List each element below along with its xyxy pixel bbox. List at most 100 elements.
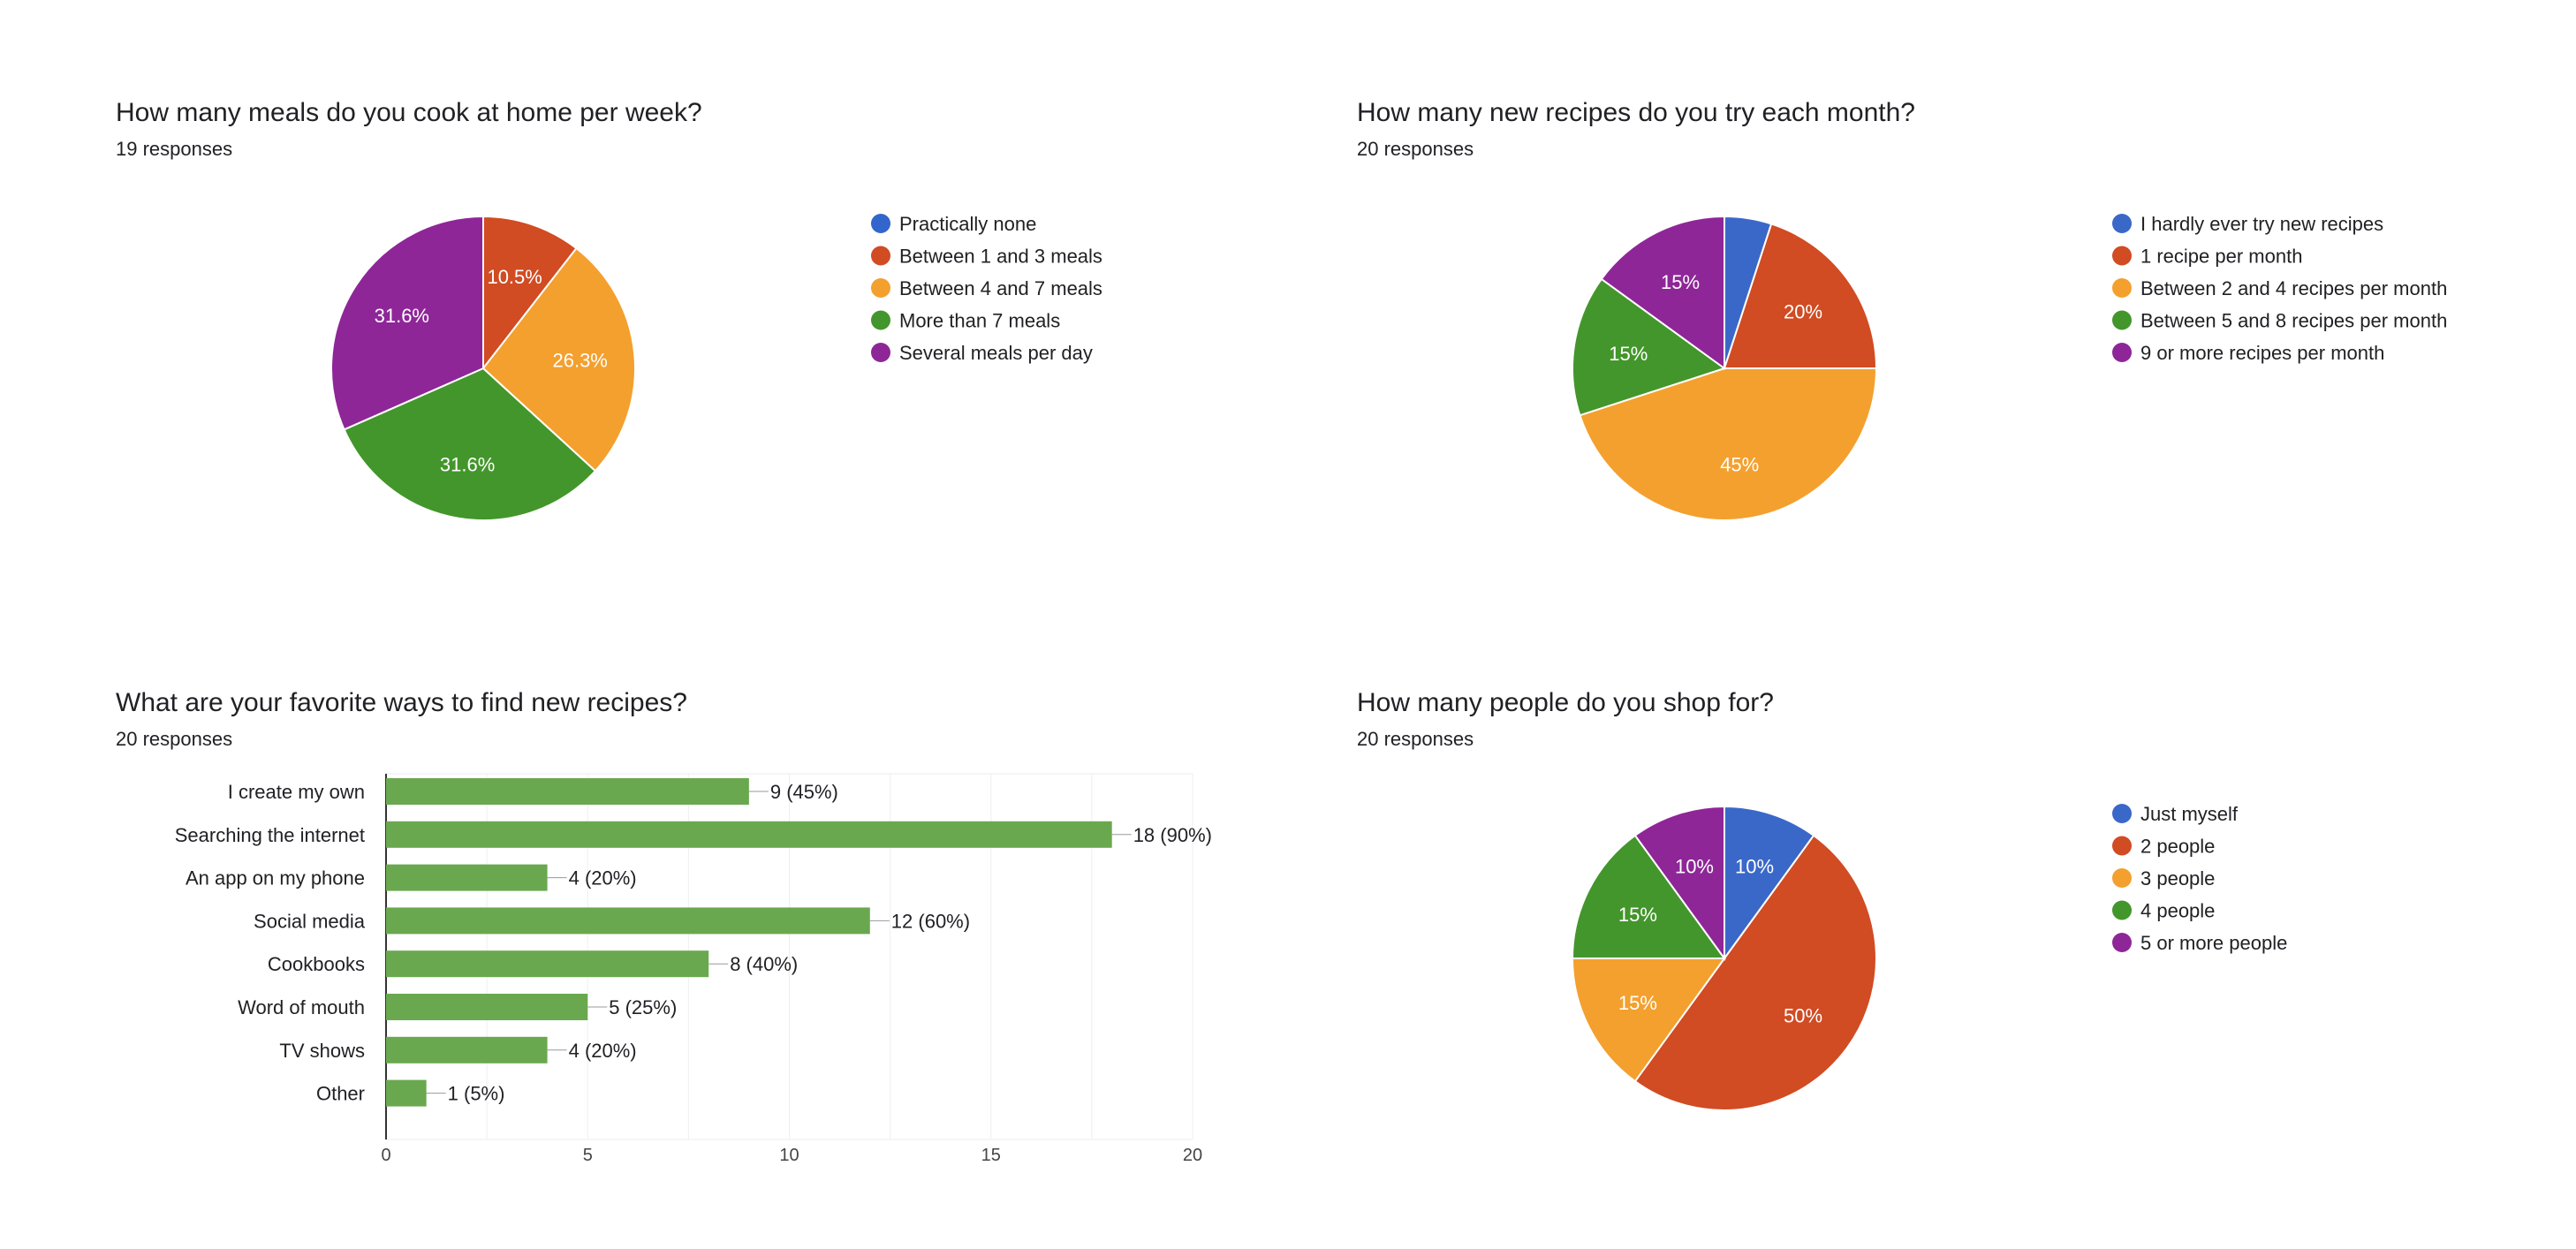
chart-panel-recipes: How many new recipes do you try each mon… xyxy=(1357,97,2541,592)
slice-label: 31.6% xyxy=(375,305,429,327)
legend-label: Just myself xyxy=(2140,803,2239,825)
slice-label: 15% xyxy=(1661,271,1700,293)
legend-swatch xyxy=(871,278,890,298)
slice-label: 15% xyxy=(1609,343,1648,365)
slice-label: 10.5% xyxy=(487,266,542,288)
bar xyxy=(386,950,709,978)
category-label: Word of mouth xyxy=(238,996,365,1018)
pie-slice xyxy=(1572,277,1727,417)
legend-label: Practically none xyxy=(899,213,1036,235)
legend-swatch xyxy=(2112,900,2132,920)
chart-panel-meals: How many meals do you cook at home per w… xyxy=(116,97,1264,592)
slice-label: 26.3% xyxy=(552,350,607,372)
legend-swatch xyxy=(2112,246,2132,266)
slice-label: 10% xyxy=(1735,855,1774,877)
chart-panel-ways: What are your favorite ways to find new … xyxy=(116,687,1264,1182)
slice-label: 20% xyxy=(1784,300,1822,322)
bar xyxy=(386,821,1112,848)
value-label: 9 (45%) xyxy=(770,781,838,803)
value-label: 12 (60%) xyxy=(891,910,970,932)
category-label: I create my own xyxy=(228,781,365,803)
chart-subtitle: 20 responses xyxy=(1357,138,1474,160)
category-label: Other xyxy=(316,1083,365,1105)
legend: Just myself 2 people 3 people 4 people 5 or … xyxy=(2112,803,2287,954)
pie-slice xyxy=(482,215,578,371)
pie-slice xyxy=(481,246,636,473)
legend-swatch xyxy=(2112,343,2132,362)
chart-title: How many new recipes do you try each mon… xyxy=(1357,98,1915,127)
chart-subtitle: 19 responses xyxy=(116,138,233,160)
pie-slice xyxy=(1633,805,1725,962)
legend-swatch xyxy=(871,246,890,266)
bar-chart-ways: 0 5 10 15 20 I create my own 9 (45%) Searching … xyxy=(175,773,1212,1165)
chart-title: How many people do you shop for? xyxy=(1357,688,1774,717)
pie-slice xyxy=(1571,834,1726,959)
x-tick-label: 15 xyxy=(981,1146,1001,1165)
legend: Practically none Between 1 and 3 meals Bet… xyxy=(871,213,1102,364)
pie-chart-meals: 10.5% 26.3% 31.6% 31.6% Practically none Betw… xyxy=(330,213,1102,521)
slice-label: 31.6% xyxy=(440,454,495,476)
slice-label: 10% xyxy=(1675,855,1714,877)
pie-slice xyxy=(1724,805,1815,962)
legend-label: Several meals per day xyxy=(899,342,1093,364)
legend-swatch xyxy=(2112,933,2132,952)
x-tick-label: 0 xyxy=(381,1146,390,1165)
value-label: 4 (20%) xyxy=(569,1040,637,1062)
pie-slice xyxy=(1633,834,1877,1111)
bar xyxy=(386,994,588,1020)
slice-label: 50% xyxy=(1784,1005,1822,1027)
pie-slice xyxy=(343,367,597,521)
value-label: 5 (25%) xyxy=(609,996,677,1018)
pie-slices xyxy=(1571,805,1877,1111)
legend-label: Between 1 and 3 meals xyxy=(899,246,1102,268)
legend-label: Between 5 and 8 recipes per month xyxy=(2140,310,2447,332)
pie-slice xyxy=(1579,367,1878,522)
pie-chart-shop: 10% 50% 15% 15% 10% Just myself 2 people 3 peop… xyxy=(1571,803,2287,1111)
legend-swatch xyxy=(2112,214,2132,233)
bar xyxy=(386,907,870,935)
slice-label: 15% xyxy=(1618,992,1657,1014)
legend-label: 4 people xyxy=(2140,900,2215,922)
legend-label: I hardly ever try new recipes xyxy=(2140,213,2383,235)
value-label: 8 (40%) xyxy=(730,953,798,975)
bar xyxy=(386,864,548,891)
pie-slices xyxy=(1572,215,1878,522)
chart-subtitle: 20 responses xyxy=(116,728,233,750)
legend-swatch xyxy=(2112,836,2132,856)
legend-label: 2 people xyxy=(2140,836,2215,858)
slice-label: 45% xyxy=(1720,454,1759,476)
x-tick-label: 20 xyxy=(1183,1146,1202,1165)
legend-label: 9 or more recipes per month xyxy=(2140,342,2384,364)
pie-slice xyxy=(1600,215,1725,370)
legend-swatch xyxy=(2112,278,2132,298)
bar xyxy=(386,1036,548,1064)
legend-swatch xyxy=(2112,310,2132,330)
category-label: An app on my phone xyxy=(186,867,365,889)
chart-title: What are your favorite ways to find new … xyxy=(116,688,687,717)
bar xyxy=(386,778,749,805)
legend-label: Between 2 and 4 recipes per month xyxy=(2140,277,2447,299)
value-label: 4 (20%) xyxy=(569,867,637,889)
slice-label: 15% xyxy=(1618,904,1657,926)
legend-swatch xyxy=(871,343,890,362)
pie-slice xyxy=(330,215,484,431)
category-label: TV shows xyxy=(279,1040,365,1062)
pie-slice xyxy=(1723,223,1878,369)
category-label: Searching the internet xyxy=(175,824,365,846)
legend-label: 1 recipe per month xyxy=(2140,246,2302,268)
pie-slices xyxy=(330,215,636,521)
legend-label: 3 people xyxy=(2140,867,2215,889)
value-label: 1 (5%) xyxy=(448,1083,505,1105)
legend-label: More than 7 meals xyxy=(899,310,1060,332)
legend: I hardly ever try new recipes 1 recipe pe… xyxy=(2112,213,2447,364)
pie-chart-recipes: 20% 45% 15% 15% I hardly ever try new recipe… xyxy=(1572,213,2447,522)
legend-swatch xyxy=(2112,868,2132,888)
category-label: Social media xyxy=(254,910,366,932)
chart-title: How many meals do you cook at home per w… xyxy=(116,98,702,127)
x-tick-label: 10 xyxy=(779,1146,799,1165)
legend-swatch xyxy=(2112,804,2132,823)
legend-swatch xyxy=(871,214,890,233)
legend-label: 5 or more people xyxy=(2140,932,2287,954)
category-label: Cookbooks xyxy=(268,953,365,975)
legend-label: Between 4 and 7 meals xyxy=(899,277,1102,299)
